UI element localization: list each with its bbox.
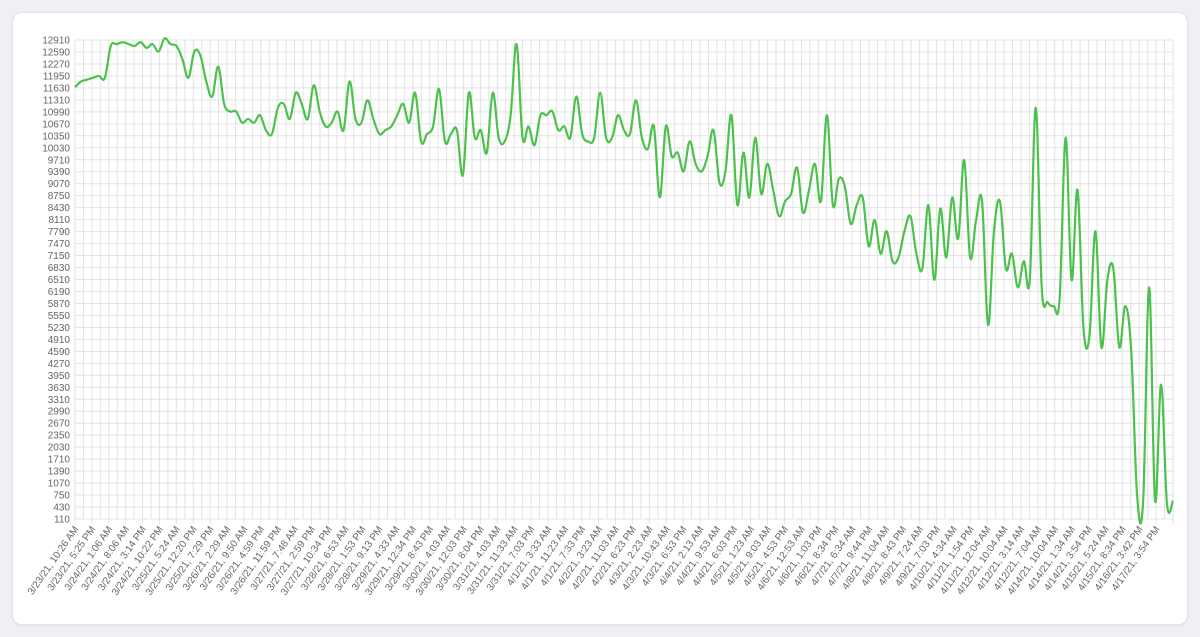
chart-card: 110 430 750 1070 1390 1710 2030 2350 2670 2990 331… [12, 12, 1188, 625]
y-tick-label: 10350 [42, 131, 70, 142]
y-tick-label: 9710 [48, 155, 71, 166]
y-tick-label: 4270 [48, 359, 71, 370]
y-tick-label: 4910 [48, 335, 71, 346]
y-tick-label: 1390 [48, 467, 71, 478]
y-tick-label: 2350 [48, 431, 71, 442]
y-tick-label: 2990 [48, 407, 71, 418]
y-tick-label: 9390 [48, 167, 71, 178]
series-line [74, 37, 1175, 525]
y-tick-label: 110 [54, 515, 70, 526]
y-tick-label: 6510 [48, 275, 71, 286]
y-tick-label: 6830 [48, 263, 71, 274]
y-tick-label: 10990 [42, 107, 70, 118]
y-tick-label: 10670 [42, 119, 70, 130]
y-tick-label: 7150 [48, 251, 71, 262]
line-chart: 1104307501070139017102030235026702990331… [26, 36, 1175, 598]
y-tick-label: 1070 [48, 479, 71, 490]
y-tick-label: 4590 [48, 347, 71, 358]
y-tick-label: 11630 [43, 83, 71, 94]
x-axis: 3/23/21, 10:26 AM3/23/21, 5:25 PM3/24/21… [26, 524, 1163, 597]
y-tick-label: 3630 [48, 383, 71, 394]
y-tick-label: 5230 [48, 323, 71, 334]
y-tick-label: 9070 [48, 179, 71, 190]
y-tick-label: 7470 [48, 239, 71, 250]
y-tick-label: 3950 [48, 371, 71, 382]
y-tick-label: 1710 [48, 455, 71, 466]
y-tick-label: 11950 [43, 71, 71, 82]
y-tick-label: 750 [53, 491, 70, 502]
y-tick-label: 12270 [42, 59, 70, 70]
y-tick-label: 8430 [48, 203, 71, 214]
y-tick-label: 6190 [48, 287, 71, 298]
y-tick-label: 3310 [48, 395, 71, 406]
y-tick-label: 2030 [48, 443, 71, 454]
y-tick-label: 11310 [43, 95, 71, 106]
y-tick-label: 7790 [48, 227, 71, 238]
y-tick-label: 12910 [42, 36, 70, 47]
y-tick-label: 5870 [48, 299, 71, 310]
y-tick-label: 10030 [42, 143, 70, 154]
y-tick-label: 2670 [48, 419, 71, 430]
y-tick-label: 8750 [48, 191, 71, 202]
y-tick-label: 5550 [48, 311, 71, 322]
chart-grid [74, 39, 1174, 524]
y-tick-label: 8110 [48, 215, 70, 226]
y-tick-label: 12590 [42, 47, 70, 58]
y-tick-label: 430 [53, 503, 70, 514]
y-axis: 1104307501070139017102030235026702990331… [42, 36, 70, 526]
